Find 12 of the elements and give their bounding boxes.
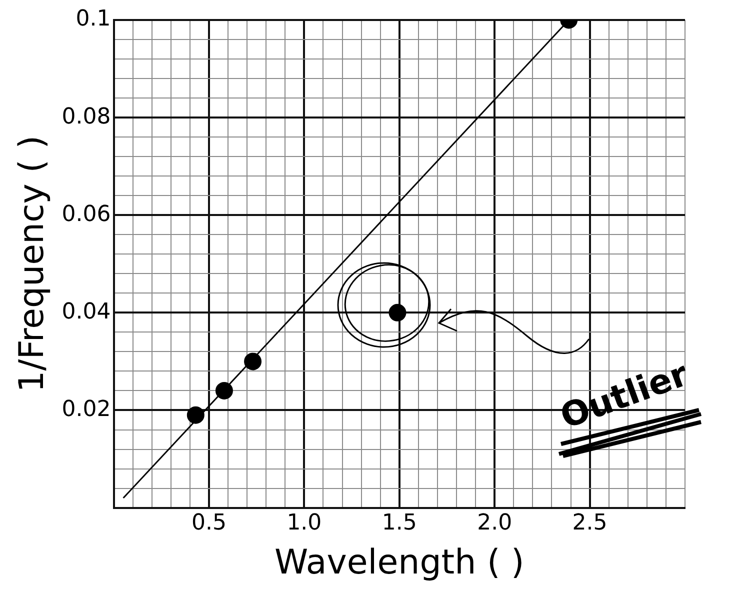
x-tick-label: 1.0 <box>286 510 322 536</box>
x-tick-label: 2.5 <box>572 510 608 536</box>
x-tick-label: 1.5 <box>382 510 417 536</box>
y-tick-label: 0.04 <box>62 299 111 324</box>
y-tick-label: 0.06 <box>62 202 111 227</box>
x-tick-label: 0.5 <box>191 510 226 536</box>
y-tick-label: 0.08 <box>62 104 111 130</box>
x-tick-label: 2.0 <box>477 510 512 536</box>
y-axis-title: 1/Frequency ( ) <box>12 135 52 392</box>
x-axis-title: Wavelength ( ) <box>274 542 524 582</box>
y-tick-label: 0.1 <box>76 6 111 32</box>
y-tick-label: 0.02 <box>62 396 111 422</box>
